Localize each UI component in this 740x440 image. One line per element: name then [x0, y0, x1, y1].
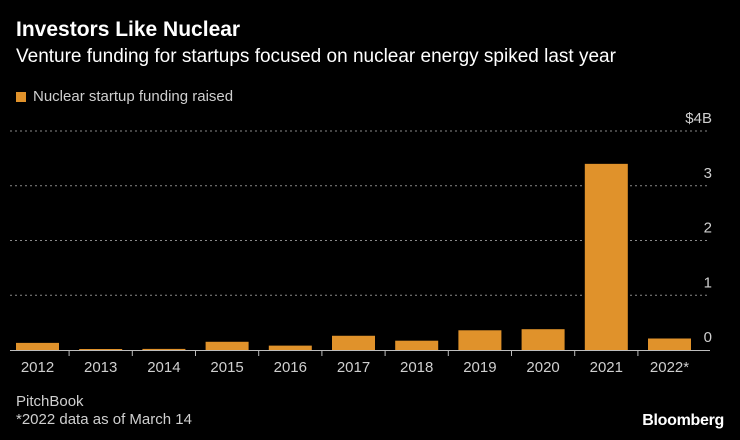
y-tick-label: $4B — [685, 110, 712, 127]
bar — [142, 348, 186, 350]
bloomberg-logo: Bloomberg — [642, 412, 724, 429]
bar — [332, 335, 375, 350]
footnote: *2022 data as of March 14 — [16, 411, 192, 428]
bar — [395, 340, 439, 350]
x-tick-label: 2019 — [463, 359, 496, 376]
x-tick-label: 2017 — [337, 359, 370, 376]
y-tick-label: 3 — [704, 165, 712, 182]
chart-subtitle: Venture funding for startups focused on … — [16, 46, 616, 67]
legend-swatch — [16, 91, 26, 102]
legend-label: Nuclear startup funding raised — [33, 88, 234, 105]
bar — [205, 341, 249, 350]
chart-title: Investors Like Nuclear — [16, 18, 241, 41]
bar — [16, 342, 59, 350]
x-tick-label: 2015 — [210, 359, 243, 376]
bar — [584, 163, 628, 350]
y-tick-label: 1 — [704, 274, 712, 291]
x-tick-label: 2021 — [590, 359, 623, 376]
bar — [521, 329, 565, 350]
bar — [648, 338, 691, 350]
x-tick-label: 2018 — [400, 359, 433, 376]
legend: Nuclear startup funding raised — [16, 88, 233, 105]
bar — [268, 345, 312, 350]
y-tick-label: 2 — [704, 220, 712, 237]
x-tick-label: 2012 — [21, 359, 54, 376]
x-tick-label: 2020 — [526, 359, 559, 376]
bar — [79, 349, 123, 350]
bar — [458, 330, 502, 350]
x-tick-label: 2016 — [274, 359, 307, 376]
x-tick-label: 2013 — [84, 359, 117, 376]
source-label: PitchBook — [16, 393, 84, 410]
y-tick-label: 0 — [704, 329, 712, 346]
x-tick-label: 2014 — [147, 359, 180, 376]
x-tick-label: 2022* — [650, 359, 689, 376]
